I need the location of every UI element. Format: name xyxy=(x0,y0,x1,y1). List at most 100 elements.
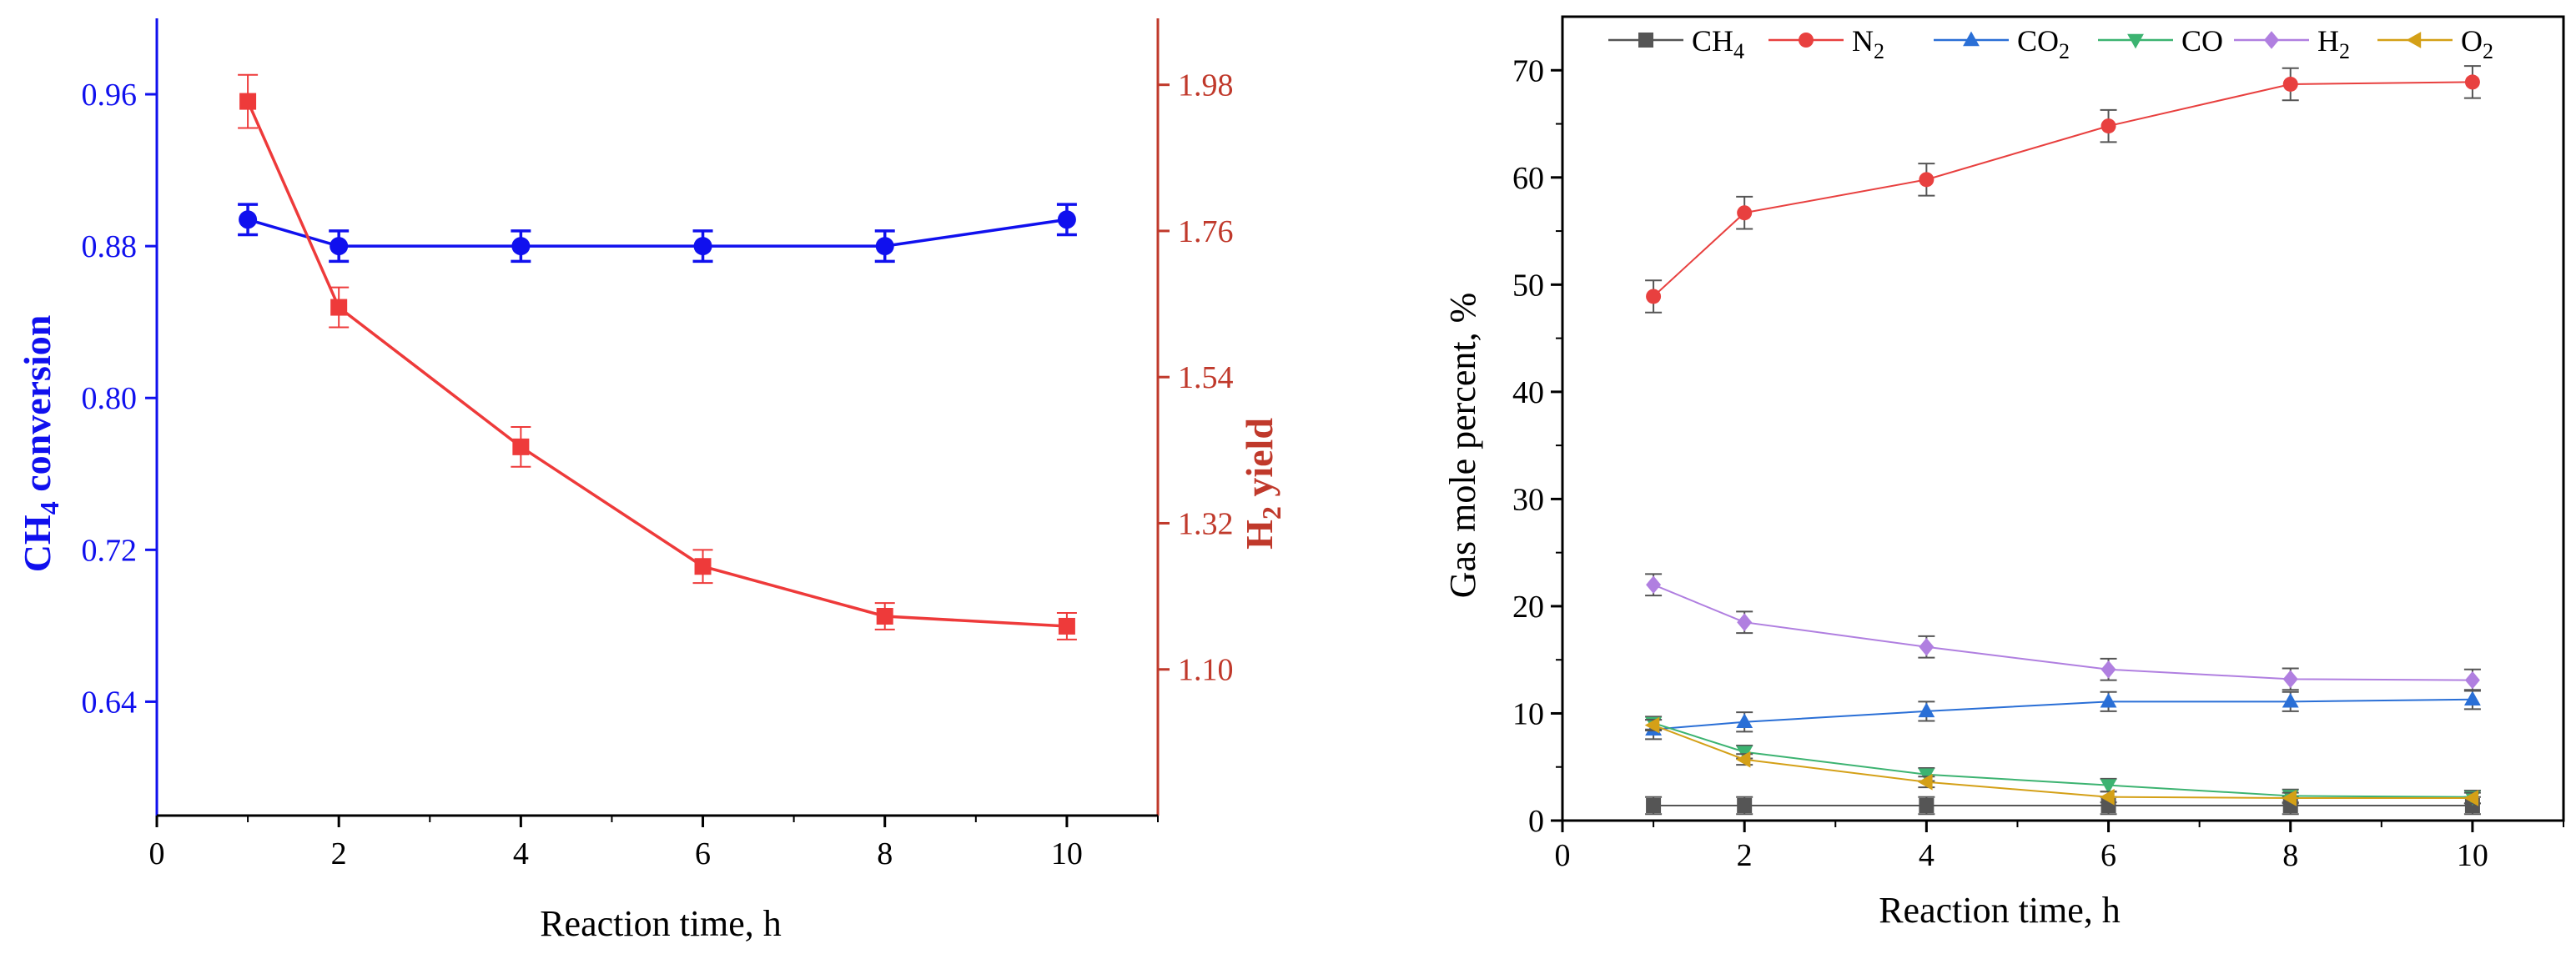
x-tick-label: 6 xyxy=(2101,838,2116,873)
legend-label-sub: 2 xyxy=(1874,39,1884,63)
legend-item-n2: N2 xyxy=(1768,24,1884,63)
legend-label-sub: 2 xyxy=(2059,39,2070,63)
right-y-axis-label: H2 yield xyxy=(1238,418,1286,550)
y-tick-label: 40 xyxy=(1512,375,1544,410)
x-tick-label: 8 xyxy=(877,836,893,871)
left-x-axis-label: Reaction time, h xyxy=(540,903,782,944)
legend-label-main: CH xyxy=(1692,24,1733,58)
data-point xyxy=(2463,790,2479,806)
series-co2 xyxy=(1645,689,2481,741)
series-ch4 xyxy=(1645,796,2481,816)
x-tick-label: 10 xyxy=(1051,836,1083,871)
x-tick-label: 0 xyxy=(1555,838,1571,873)
legend-label: CO2 xyxy=(2017,24,2070,63)
data-point xyxy=(239,210,258,229)
legend-label: CO xyxy=(2181,24,2223,58)
data-point xyxy=(1644,716,1660,734)
right-y-label-rest: yield xyxy=(1238,418,1280,506)
y-tick-label: 50 xyxy=(1512,268,1544,303)
legend-marker xyxy=(2406,32,2422,48)
series-line xyxy=(246,100,1068,628)
series-line xyxy=(1653,81,2473,298)
data-point xyxy=(239,93,257,110)
data-point xyxy=(2282,692,2299,708)
x-tick-label: 2 xyxy=(331,836,347,871)
data-point xyxy=(1918,773,1933,791)
legend-item-co2: CO2 xyxy=(1934,24,2070,63)
right-chart-y-axis-label: Gas mole percent, % xyxy=(1442,293,1483,599)
right-y-label-main: H xyxy=(1238,520,1280,550)
legend-label-sub: 2 xyxy=(2339,39,2350,63)
data-point xyxy=(2282,76,2298,92)
data-point xyxy=(511,237,531,256)
data-point xyxy=(1918,702,1935,718)
data-point xyxy=(2464,670,2480,690)
left-y-label-rest: conversion xyxy=(16,315,58,502)
series-line xyxy=(1653,724,2473,800)
x-tick-label: 4 xyxy=(1919,838,1935,873)
legend-marker xyxy=(1638,33,1653,48)
series-h2 xyxy=(1645,573,2481,692)
right-y-label-sub: 2 xyxy=(1256,506,1286,520)
data-point xyxy=(2100,779,2117,794)
data-point xyxy=(1646,575,1662,595)
left-y-tick-label: 0.96 xyxy=(82,78,138,113)
left-y-tick-label: 0.72 xyxy=(82,533,138,568)
left-y-tick-label: 0.64 xyxy=(82,685,138,720)
x-tick-label: 8 xyxy=(2282,838,2298,873)
data-point xyxy=(330,237,349,256)
legend-label-main: CO xyxy=(2017,24,2059,58)
legend-marker xyxy=(2127,33,2144,49)
data-point xyxy=(2101,118,2116,134)
data-point xyxy=(693,237,712,256)
right-y-tick-label: 1.54 xyxy=(1178,360,1234,395)
data-point xyxy=(1736,713,1753,728)
legend-label-main: H xyxy=(2317,24,2339,58)
data-point xyxy=(2464,74,2480,90)
series-ch4-conversion xyxy=(238,203,1077,264)
legend-item-h2: H2 xyxy=(2234,24,2350,63)
legend-item-o2: O2 xyxy=(2377,24,2493,63)
series-line xyxy=(247,218,1068,248)
data-point xyxy=(2101,660,2116,679)
left-y-axis-label: CH4 conversion xyxy=(16,315,64,573)
x-tick-label: 6 xyxy=(695,836,711,871)
data-point xyxy=(1919,798,1935,814)
data-point xyxy=(875,237,894,256)
legend-label: H2 xyxy=(2317,24,2350,63)
series-line xyxy=(1653,584,2473,681)
data-point xyxy=(2100,788,2115,806)
legend-label-sub: 2 xyxy=(2483,39,2493,63)
y-tick-label: 20 xyxy=(1512,590,1544,625)
data-point xyxy=(2282,670,2298,689)
left-y-label-sub: 4 xyxy=(34,501,64,515)
legend-label-main: N xyxy=(1852,24,1874,58)
plot-frame xyxy=(1561,15,2565,822)
left-y-tick-label: 0.88 xyxy=(82,229,138,264)
data-point xyxy=(2100,692,2117,708)
data-point xyxy=(2282,790,2297,806)
series-co xyxy=(1645,716,2481,806)
y-tick-label: 70 xyxy=(1512,53,1544,88)
legend-marker xyxy=(2264,31,2279,49)
series-n2 xyxy=(1645,65,2481,314)
y-tick-label: 10 xyxy=(1512,696,1544,731)
legend-label-main: O xyxy=(2461,24,2483,58)
right-y-tick-label: 1.32 xyxy=(1178,506,1234,541)
data-point xyxy=(1919,172,1935,188)
x-tick-label: 4 xyxy=(513,836,529,871)
y-tick-label: 0 xyxy=(1528,804,1544,839)
series-o2 xyxy=(1644,716,2481,806)
data-point xyxy=(1735,751,1751,768)
legend-label-main: CO xyxy=(2181,24,2223,58)
legend-marker xyxy=(1963,31,1980,47)
x-tick-label: 10 xyxy=(2457,838,2488,873)
right-chart: Reaction time, h Gas mole percent, % 0 2 4… xyxy=(1442,15,2565,931)
left-y-label-main: CH xyxy=(16,515,58,572)
data-point xyxy=(1646,798,1662,814)
data-point xyxy=(1057,210,1076,229)
x-tick-label: 2 xyxy=(1737,838,1753,873)
data-point xyxy=(694,558,712,575)
legend: CH4 N2 CO2 CO H2 O2 xyxy=(1608,24,2493,63)
legend-label: N2 xyxy=(1852,24,1884,63)
